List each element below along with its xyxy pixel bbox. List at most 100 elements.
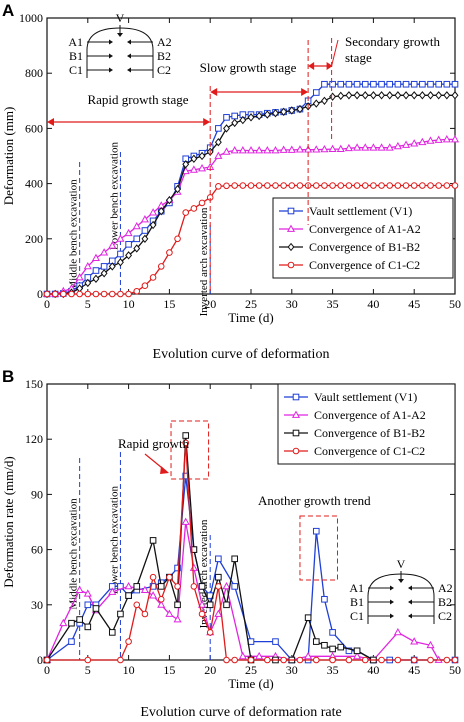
data-point xyxy=(91,253,101,262)
data-point xyxy=(255,146,264,154)
data-point xyxy=(394,80,402,88)
data-point xyxy=(263,110,271,119)
y-axis-label: Deformation (mm) xyxy=(1,107,16,206)
data-point xyxy=(108,262,116,271)
data-point xyxy=(190,154,198,163)
data-point xyxy=(108,629,116,636)
data-point xyxy=(215,555,222,563)
data-point xyxy=(43,656,51,664)
data-point xyxy=(296,182,304,189)
arrow-head-icon xyxy=(109,67,113,73)
data-point xyxy=(443,182,451,189)
data-point xyxy=(68,638,75,645)
x-tick-label: 5 xyxy=(85,297,91,311)
data-point xyxy=(435,91,443,100)
x-tick-label: 45 xyxy=(408,663,420,677)
data-point xyxy=(231,583,238,590)
data-point xyxy=(337,80,345,88)
data-point xyxy=(197,600,207,608)
data-point xyxy=(394,656,402,664)
data-point xyxy=(230,146,239,154)
data-point xyxy=(320,144,329,153)
data-point xyxy=(133,583,141,590)
x-tick-label: 20 xyxy=(204,297,216,311)
data-point xyxy=(189,165,198,173)
data-point xyxy=(125,290,132,298)
legend-label: Vault settlement (V1) xyxy=(314,390,417,404)
stage-label-secondary: Secondary growth xyxy=(345,34,440,49)
y-tick-label: 120 xyxy=(25,432,43,446)
data-point xyxy=(76,290,83,298)
data-point xyxy=(272,638,279,645)
legend-label: Convergence of C1-C2 xyxy=(309,258,420,272)
data-point xyxy=(223,182,230,190)
data-point xyxy=(451,182,459,189)
data-point xyxy=(223,601,230,609)
inset-label-v: V xyxy=(397,557,406,571)
data-point xyxy=(174,235,181,243)
data-point xyxy=(353,651,362,660)
data-point xyxy=(92,605,100,612)
data-point xyxy=(149,591,158,599)
data-point xyxy=(312,527,320,535)
data-point xyxy=(344,143,353,152)
data-point xyxy=(149,208,158,216)
data-point xyxy=(132,221,141,230)
x-tick-label: 0 xyxy=(44,297,50,311)
data-point xyxy=(329,80,336,88)
data-point xyxy=(353,182,361,189)
data-point xyxy=(450,135,460,143)
legend-marker xyxy=(292,447,300,455)
chart-panel-A: A 0 5 10 15 20 25 30 35 40 45 50 0 200 400 600 800 1000 Ti… xyxy=(1,1,461,362)
legend-marker xyxy=(287,242,295,252)
data-point xyxy=(353,647,361,655)
series-line xyxy=(46,521,440,661)
arrow-head-icon xyxy=(408,599,412,605)
arrow-head-icon xyxy=(127,53,131,59)
data-point xyxy=(426,136,435,144)
data-point xyxy=(239,115,247,125)
data-point xyxy=(419,80,426,88)
inset-label-right: B2 xyxy=(157,49,171,63)
data-point xyxy=(166,249,173,256)
series-2 xyxy=(42,517,443,663)
data-point xyxy=(451,91,459,100)
data-point xyxy=(190,546,198,553)
y-tick-label: 800 xyxy=(25,66,43,80)
data-point xyxy=(215,573,222,581)
data-point xyxy=(231,182,238,189)
series-2 xyxy=(42,135,460,297)
series-4 xyxy=(43,182,459,298)
data-point xyxy=(385,143,394,151)
data-point xyxy=(247,113,255,122)
inset-label-left: B1 xyxy=(69,49,83,63)
data-point xyxy=(214,151,223,159)
data-point xyxy=(182,432,190,439)
data-point xyxy=(165,195,173,205)
panel-letter: B xyxy=(2,367,14,386)
data-point xyxy=(141,610,149,618)
data-point xyxy=(280,182,287,189)
inset-label-left: A1 xyxy=(68,35,83,49)
data-point xyxy=(239,182,247,189)
legend-marker xyxy=(291,410,301,418)
data-point xyxy=(255,651,264,660)
legend: Vault settlement (V1) Convergence of A1-A… xyxy=(277,383,456,465)
data-point xyxy=(231,656,238,664)
data-point xyxy=(443,80,451,88)
y-tick-label: 90 xyxy=(31,487,43,501)
data-point xyxy=(443,656,451,664)
data-point xyxy=(378,80,385,88)
data-point xyxy=(304,651,313,660)
data-point xyxy=(51,290,59,298)
arrow-head-icon xyxy=(408,585,412,591)
data-point xyxy=(149,220,157,230)
x-tick-label: 0 xyxy=(44,663,50,677)
data-point xyxy=(427,91,434,100)
callout-label: Rapid growth xyxy=(118,436,190,451)
data-point xyxy=(100,290,108,298)
data-point xyxy=(329,92,337,101)
chart-panel-B: B 0 5 10 15 20 25 30 35 40 45 50 0 30 60 90 120 150 Time (… xyxy=(1,367,461,720)
stage-label-slow: Slow growth stage xyxy=(200,60,297,75)
data-point xyxy=(108,587,117,595)
